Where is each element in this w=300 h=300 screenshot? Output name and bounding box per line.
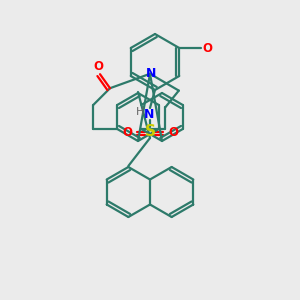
Text: H: H	[136, 107, 144, 117]
Text: O: O	[122, 125, 132, 139]
Text: O: O	[168, 125, 178, 139]
Text: N: N	[146, 67, 156, 80]
Text: O: O	[202, 41, 212, 55]
Text: O: O	[93, 60, 103, 73]
Text: N: N	[144, 109, 154, 122]
Text: S: S	[145, 124, 155, 140]
